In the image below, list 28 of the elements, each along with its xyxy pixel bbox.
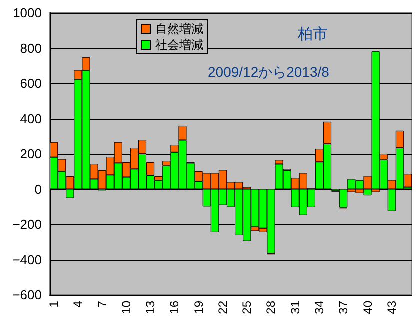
text: 2009/12から2013/8	[208, 64, 330, 80]
y-tick-label: −600	[12, 288, 42, 302]
x-tick-label: 16	[168, 300, 182, 314]
x-tick-label: 19	[192, 300, 206, 314]
x-tick-label: 37	[336, 300, 351, 314]
y-tick-label: −400	[12, 252, 42, 268]
x-tick-label: 43	[384, 300, 399, 314]
y-tick-label: 200	[20, 146, 42, 162]
y-tick-label: 0	[34, 182, 42, 197]
y-tick-label: −200	[12, 217, 42, 232]
x-tick-label: 28	[264, 300, 278, 314]
y-tick-label: 1000	[13, 6, 42, 20]
x-tick-label: 4	[71, 300, 86, 308]
x-tick-label: 40	[360, 300, 375, 314]
legend-label: 社会増減	[156, 38, 204, 52]
text: 柏市	[297, 26, 328, 43]
y-tick-label: 400	[20, 111, 42, 126]
x-tick-label: 22	[216, 300, 230, 314]
x-tick-label: 1	[47, 300, 62, 308]
x-tick-label: 10	[119, 300, 134, 314]
legend-label: 自然増減	[156, 22, 204, 36]
x-tick-label: 31	[288, 300, 302, 314]
x-tick-label: 34	[312, 300, 326, 314]
y-tick-label: 800	[20, 40, 42, 56]
y-tick-label: 600	[20, 76, 42, 91]
x-tick-label: 7	[95, 300, 110, 308]
x-tick-label: 13	[144, 300, 158, 314]
x-tick-label: 25	[240, 300, 254, 314]
